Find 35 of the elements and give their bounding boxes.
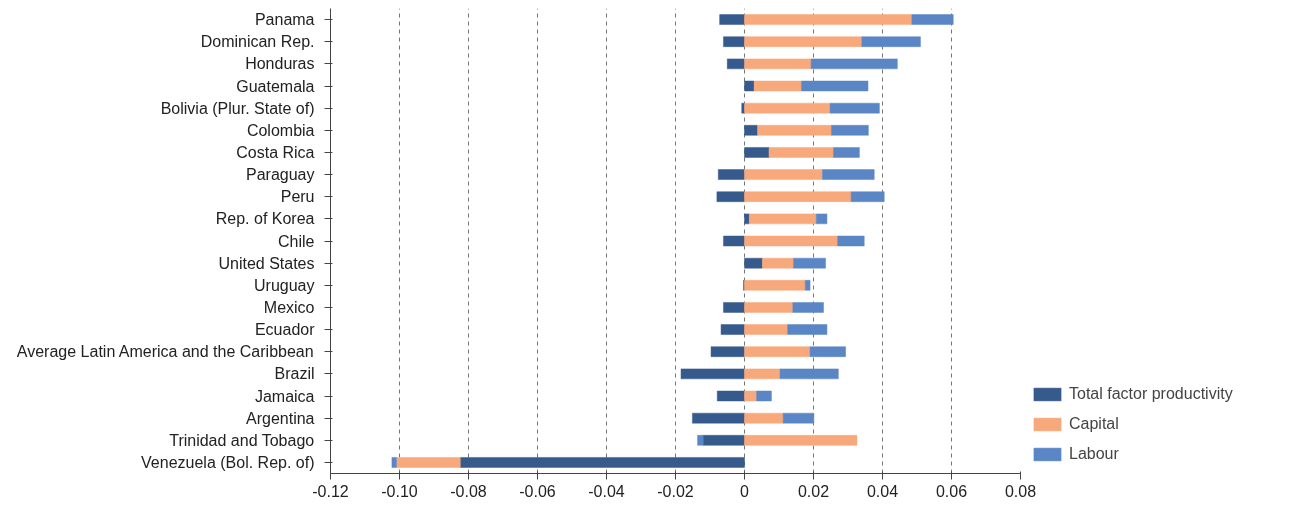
- x-tick-label: -0.08: [450, 482, 487, 500]
- y-tick-label: Venezuela (Bol. Rep. of): [141, 453, 315, 471]
- x-tick-label: 0.06: [935, 482, 968, 500]
- y-tick-label: Trinidad and Tobago: [169, 431, 315, 449]
- legend-label: Labour: [1069, 445, 1119, 463]
- y-tick-label: Argentina: [246, 409, 315, 427]
- y-tick-label: United States: [218, 254, 315, 272]
- y-tick-label: Jamaica: [254, 387, 315, 405]
- y-tick-label: Chile: [278, 232, 315, 250]
- y-tick-label: Brazil: [274, 365, 315, 383]
- x-tick-label: 0.02: [797, 482, 830, 500]
- y-tick-label: Paraguay: [246, 166, 315, 184]
- x-tick-label: -0.04: [588, 482, 625, 500]
- y-tick-label: Guatemala: [236, 77, 315, 95]
- y-tick-label: Peru: [280, 188, 315, 206]
- x-tick-label: 0.04: [866, 482, 899, 500]
- y-tick-label: Rep. of Korea: [215, 210, 315, 228]
- legend-label: Capital: [1069, 415, 1119, 433]
- y-tick-label: Ecuador: [254, 321, 316, 339]
- x-tick-label: -0.06: [519, 482, 556, 500]
- y-tick-label: Dominican Rep.: [200, 33, 315, 51]
- y-tick-label: Bolivia (Plur. State of): [160, 99, 315, 117]
- y-tick-label: Panama: [254, 11, 315, 29]
- x-tick-label: -0.10: [381, 482, 418, 500]
- y-tick-label: Honduras: [245, 55, 315, 73]
- x-tick-label: -0.12: [312, 482, 349, 500]
- legend-label: Total factor productivity: [1069, 385, 1233, 403]
- y-tick-label: Average Latin America and the Caribbean: [16, 343, 314, 361]
- x-tick-label: 0.08: [1004, 482, 1037, 500]
- y-tick-label: Mexico: [263, 298, 315, 316]
- x-tick-label: -0.02: [657, 482, 694, 500]
- y-tick-label: Uruguay: [254, 276, 315, 294]
- y-tick-label: Colombia: [246, 121, 315, 139]
- x-tick-label: 0: [740, 482, 750, 500]
- y-tick-label: Costa Rica: [236, 143, 315, 161]
